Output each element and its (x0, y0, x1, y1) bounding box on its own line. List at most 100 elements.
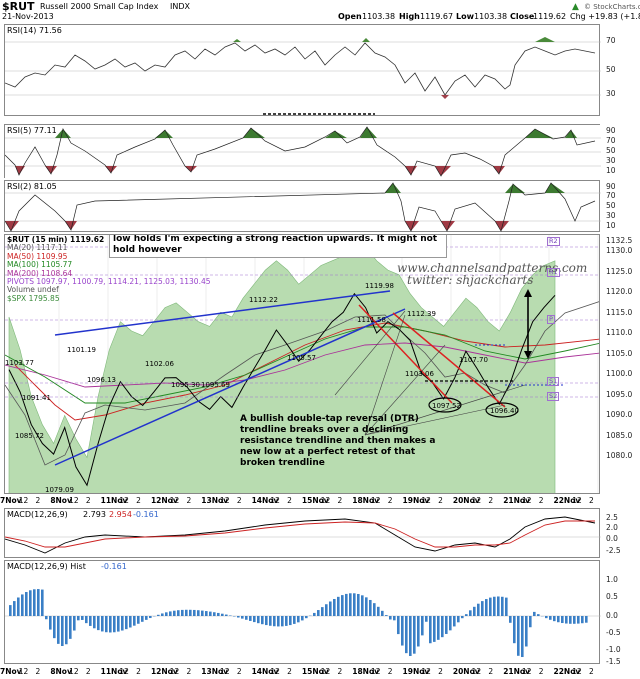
x-axis-label: 2 (85, 496, 91, 505)
rsi5-level-70: 70 (606, 136, 616, 145)
open-label: Open (338, 12, 362, 21)
x-axis-label: 19Nov (402, 496, 430, 505)
rsi14-level-50: 50 (606, 65, 616, 74)
x-axis-label: 2 (538, 496, 544, 505)
x-axis-label: 2 (488, 496, 494, 505)
macd-level: 2.5 (606, 513, 618, 522)
price-label: 1079.09 (45, 486, 74, 494)
fan-line-3 (364, 404, 506, 436)
x-axis-label: 2 (186, 496, 192, 505)
x-axis-label: 12 (371, 667, 381, 676)
hist-bar (297, 616, 300, 623)
chart-date: 21-Nov-2013 (2, 12, 54, 21)
hist-bar (557, 616, 560, 623)
hist-bar (477, 603, 480, 616)
hist-bar (373, 603, 376, 616)
price-legend: $RUT (15 min) 1119.62 MA(20) 1117.11 MA(… (7, 235, 211, 303)
macd-level: 2.0 (606, 523, 618, 532)
hist-bar (25, 592, 28, 616)
hist-bar (365, 597, 368, 616)
hist-bar (197, 610, 200, 616)
x-axis-label: 2 (337, 667, 343, 676)
price-label: 1101.19 (67, 346, 96, 354)
hist-bar (193, 609, 196, 616)
hist-bar (457, 616, 460, 623)
x-axis-label: 22Nov (553, 496, 581, 505)
x-axis-label: 2 (85, 667, 91, 676)
change-arrow-icon: ▲ (572, 2, 579, 12)
hist-bar (201, 610, 204, 616)
hist-bar (117, 616, 120, 632)
hist-bar (505, 597, 508, 616)
pivot-tag-r2: R2 (547, 237, 560, 246)
hist-bar (565, 616, 568, 624)
hist-bar (577, 616, 580, 624)
rsi5-level-10: 10 (606, 166, 616, 175)
hist-bar (69, 616, 72, 639)
hist-bar (265, 616, 268, 626)
x-axis-label: 7Nov (0, 496, 22, 505)
x-axis-label: 12 (220, 496, 230, 505)
rsi5-level-90: 90 (606, 126, 616, 135)
hist-bar (569, 616, 572, 624)
copyright: © StockCharts.com (584, 3, 640, 11)
x-axis-label: 20Nov (452, 667, 480, 676)
hist-bar (77, 616, 80, 621)
rsi14-plot (4, 37, 601, 115)
x-axis-label: 2 (35, 496, 41, 505)
hist-bar (133, 616, 136, 626)
dtr-commentary: A bullish double-tap reversal (DTR) tren… (240, 414, 436, 468)
x-axis-label: 13Nov (201, 496, 229, 505)
arrow-up-icon (524, 289, 532, 297)
x-axis-label: 15Nov (301, 667, 329, 676)
hist-bar (217, 612, 220, 616)
hist-bar (37, 589, 40, 616)
hist-bar (473, 606, 476, 616)
open-value: 1103.38 (362, 12, 396, 21)
hist-bar (329, 601, 332, 616)
hist-bar (257, 616, 260, 624)
hist-bar (469, 610, 472, 616)
hist-level: 1.0 (606, 575, 618, 584)
hist-bar (425, 616, 428, 622)
price-label: 1085.72 (15, 432, 44, 440)
hist-bar (445, 616, 448, 634)
pivot-tag-s2: S2 (547, 392, 560, 401)
x-axis-label: 13Nov (201, 667, 229, 676)
rsi2-plot (4, 182, 601, 232)
x-axis-label: 14Nov (251, 496, 279, 505)
rsi2-level-90: 90 (606, 182, 616, 191)
hist-bar (185, 609, 188, 616)
watermark-site: www.channelsandpatterns.com (397, 261, 588, 275)
hist-bar (33, 589, 36, 616)
hist-bar (545, 616, 548, 619)
price-label: 1105.57 (287, 354, 316, 362)
macd-label: MACD(12,26,9) (7, 510, 68, 519)
price-label: 1119.98 (365, 282, 394, 290)
hist-bar (485, 599, 488, 616)
x-axis-label: 19Nov (402, 667, 430, 676)
hist-bar (437, 616, 440, 640)
hist-plot (5, 589, 601, 658)
rsi2-level-70: 70 (606, 191, 616, 200)
x-axis-label: 12 (18, 496, 29, 505)
upper-trendline (54, 290, 391, 336)
hist-bar (461, 616, 464, 619)
high-label: High (399, 12, 420, 21)
hist-bar (513, 616, 516, 644)
price-label: 1103.06 (405, 370, 434, 378)
close-label: Close (510, 12, 535, 21)
rsi5-panel: RSI(5) 77.11 (4, 124, 601, 179)
hist-bar (317, 610, 320, 616)
rsi5-level-50: 50 (606, 146, 616, 155)
legend-ma50: MA(50) 1109.95 (7, 251, 68, 261)
hist-bar (121, 616, 124, 631)
rsi5-label: RSI(5) 77.11 (7, 126, 57, 135)
hist-bar (305, 616, 308, 619)
hist-bar (209, 611, 212, 616)
hist-bar (105, 616, 108, 633)
hist-bar (173, 610, 176, 616)
macd-panel: MACD(12,26,9) 2.793 2.954 -0.161 (4, 508, 601, 558)
fan-line-5 (334, 310, 406, 396)
